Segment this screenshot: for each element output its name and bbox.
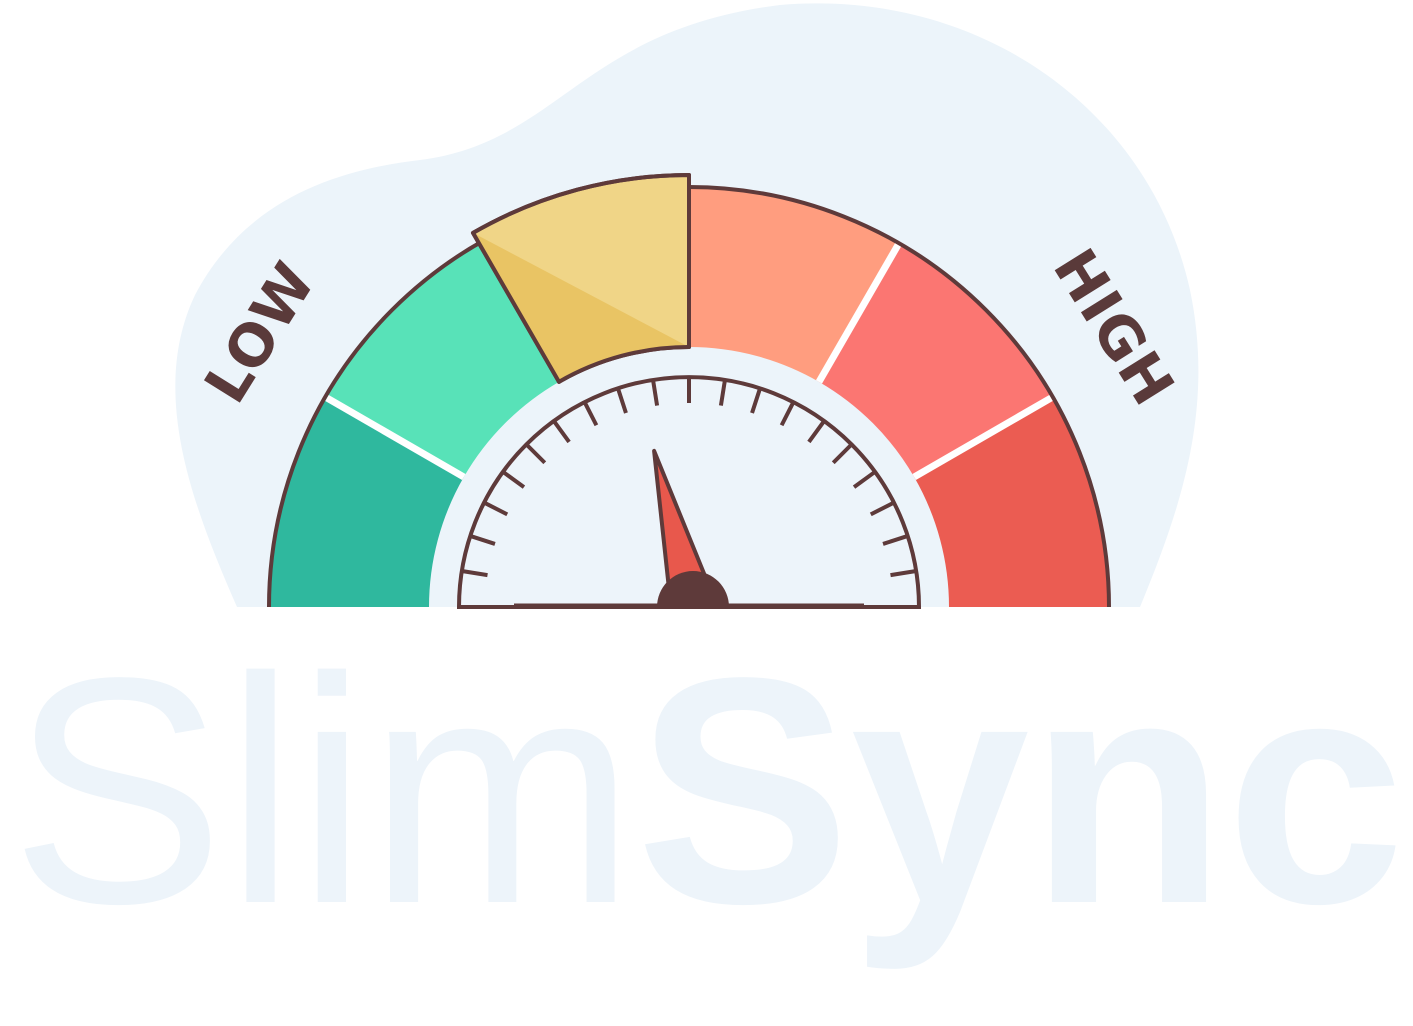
gauge-tick (501, 470, 526, 489)
gauge-tick (869, 500, 895, 517)
gauge-tick (483, 500, 509, 517)
gauge-separator (325, 394, 466, 481)
gauge-tick (890, 569, 917, 578)
gauge-tick (552, 419, 571, 444)
gauge-separator (815, 243, 902, 384)
gauge-tick (461, 569, 488, 578)
gauge-segment-highlight-shade (473, 232, 689, 382)
wordmark-bold: Sync (636, 612, 1405, 972)
gauge-separator (912, 394, 1053, 481)
wordmark-regular: Slim (10, 612, 636, 971)
wordmark: SlimSync (10, 612, 1405, 972)
gauge-segment-green-light (325, 243, 559, 477)
gauge-tick (616, 387, 628, 414)
gauge-tick (524, 442, 547, 465)
gauge-tick (469, 534, 496, 546)
gauge-tick (718, 379, 727, 406)
gauge-segment-highlight-outline (471, 173, 691, 384)
gauge-tick (582, 401, 599, 427)
gauge-separators (325, 173, 1053, 481)
gauge-ticks (461, 377, 917, 578)
gauge-tick (807, 419, 826, 444)
needle-hub (657, 571, 729, 607)
gauge-tick (882, 534, 909, 546)
gauge-tick (750, 387, 762, 414)
gauge-tick (651, 379, 660, 406)
gauge-tick (852, 470, 877, 489)
gauge-tick (779, 401, 796, 427)
gauge-tick (831, 442, 854, 465)
gauge-segment-red-light (819, 243, 1053, 477)
dial-face (456, 375, 922, 609)
